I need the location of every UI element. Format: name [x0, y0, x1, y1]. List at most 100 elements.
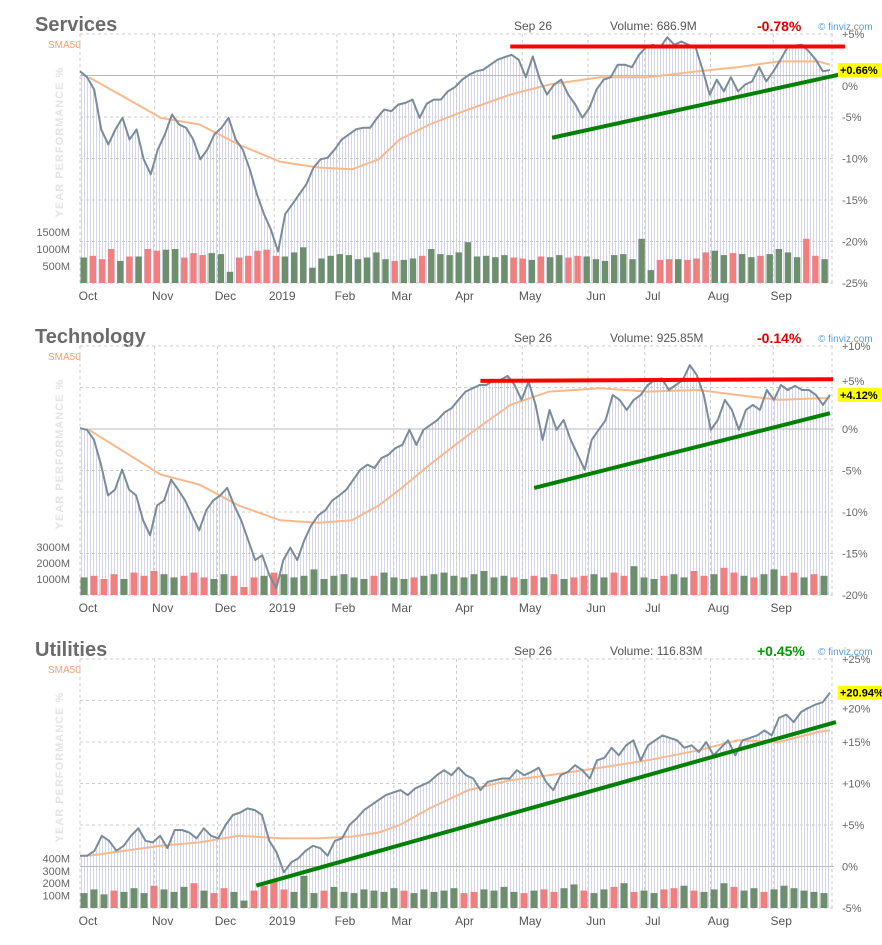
- x-tick-label: Mar: [391, 914, 412, 928]
- x-tick-label: 2019: [269, 601, 296, 615]
- volume-bar: [750, 888, 758, 908]
- volume-bar: [236, 257, 243, 283]
- volume-bar: [820, 893, 828, 908]
- volume-bar: [537, 256, 545, 283]
- chart-panel-technology: Technology Sep 26 Volume: 925.85M -0.14% © f…: [35, 326, 882, 615]
- volume-bar: [670, 574, 678, 595]
- volume-bar: [665, 259, 673, 283]
- volume-bar: [455, 252, 462, 283]
- volume-bar: [660, 575, 668, 595]
- y-axis-label: YEAR PERFORMANCE %: [54, 379, 66, 530]
- volume-bar: [90, 575, 98, 595]
- volume-bar: [120, 579, 128, 595]
- volume-bar: [556, 255, 563, 283]
- y-tick-label: +15%: [842, 737, 871, 749]
- volume-bar: [530, 575, 538, 595]
- volume-bar: [226, 271, 234, 283]
- volume-bar: [690, 571, 698, 595]
- volume-bar: [80, 577, 88, 595]
- volume-bar: [510, 577, 518, 595]
- volume-bar: [803, 238, 810, 283]
- volume-bar: [126, 256, 133, 283]
- y-tick-label: -15%: [842, 195, 868, 207]
- green-trendline: [551, 72, 840, 140]
- volume-bar: [450, 888, 458, 908]
- volume-bar: [240, 587, 248, 595]
- volume-bar: [200, 890, 208, 908]
- volume-bar: [153, 250, 161, 283]
- price-line: [79, 364, 831, 590]
- volume-bar: [135, 256, 142, 283]
- volume-bar: [460, 577, 468, 595]
- volume-bar: [309, 267, 316, 283]
- volume-bar: [528, 259, 536, 283]
- volume-bar: [263, 249, 270, 283]
- volume-bar: [80, 893, 88, 908]
- volume-bar: [611, 255, 618, 283]
- volume-bar: [117, 260, 124, 283]
- volume-bar: [200, 577, 208, 595]
- volume-bar: [446, 255, 453, 283]
- volume-bar: [460, 893, 468, 908]
- volume-bar: [336, 254, 343, 283]
- volume-bar: [550, 574, 558, 595]
- volume-bar: [391, 260, 398, 283]
- volume-bar: [260, 575, 268, 595]
- volume-bar: [199, 255, 206, 283]
- y-tick-label: -15%: [842, 549, 868, 561]
- volume-bar: [574, 255, 581, 283]
- y-tick-label: -5%: [842, 112, 862, 124]
- volume-bar: [290, 891, 298, 908]
- x-tick-label: Nov: [152, 289, 173, 303]
- volume-bar: [540, 577, 548, 595]
- volume-bar: [592, 259, 600, 283]
- volume-bar: [700, 891, 708, 908]
- volume-bar: [630, 566, 638, 595]
- volume-bar: [710, 574, 718, 595]
- volume-bar: [430, 891, 438, 908]
- volume-bar: [800, 890, 808, 908]
- panel-title: Utilities: [35, 639, 107, 661]
- volume-bar: [162, 249, 170, 283]
- volume-bar: [740, 575, 748, 595]
- volume-tick-label: 3000M: [36, 542, 70, 554]
- volume-bar: [520, 579, 528, 595]
- volume-bar: [580, 575, 588, 595]
- y-tick-label: -10%: [842, 507, 868, 519]
- volume-bar: [280, 889, 288, 908]
- volume-bar: [270, 880, 278, 908]
- volume-bar: [300, 875, 308, 908]
- volume-bar: [418, 255, 426, 283]
- volume-bar: [560, 888, 568, 908]
- y-tick-label: +5%: [842, 820, 865, 832]
- volume-bar: [300, 247, 307, 283]
- x-tick-label: May: [519, 914, 542, 928]
- y-tick-label: -5%: [842, 903, 862, 915]
- last-value-highlight: [838, 63, 882, 78]
- y-tick-label: +20%: [842, 704, 871, 716]
- volume-bar: [400, 890, 408, 908]
- y-tick-label: +25%: [842, 654, 871, 666]
- volume-bar: [510, 891, 518, 908]
- volume-bar: [340, 891, 348, 908]
- volume-bar: [364, 257, 371, 283]
- change-label: +0.45%: [757, 643, 805, 659]
- x-tick-label: Jul: [645, 601, 660, 615]
- volume-bar: [793, 257, 801, 283]
- volume-bar: [540, 889, 548, 908]
- panel-title: Technology: [35, 326, 147, 348]
- volume-bar: [170, 891, 178, 908]
- price-area-fill: [80, 37, 830, 283]
- x-tick-label: Jun: [586, 601, 605, 615]
- volume-bar: [565, 257, 572, 283]
- volume-bar: [350, 577, 358, 595]
- volume-bar: [100, 579, 108, 595]
- price-line: [80, 692, 831, 874]
- volume-bar: [580, 890, 588, 908]
- y-tick-label: -20%: [842, 237, 868, 249]
- price-area-fill: [80, 365, 830, 595]
- volume-label: Volume: 116.83M: [610, 644, 703, 658]
- volume-bar: [501, 255, 508, 283]
- finviz-watermark: © finviz.com: [818, 22, 873, 33]
